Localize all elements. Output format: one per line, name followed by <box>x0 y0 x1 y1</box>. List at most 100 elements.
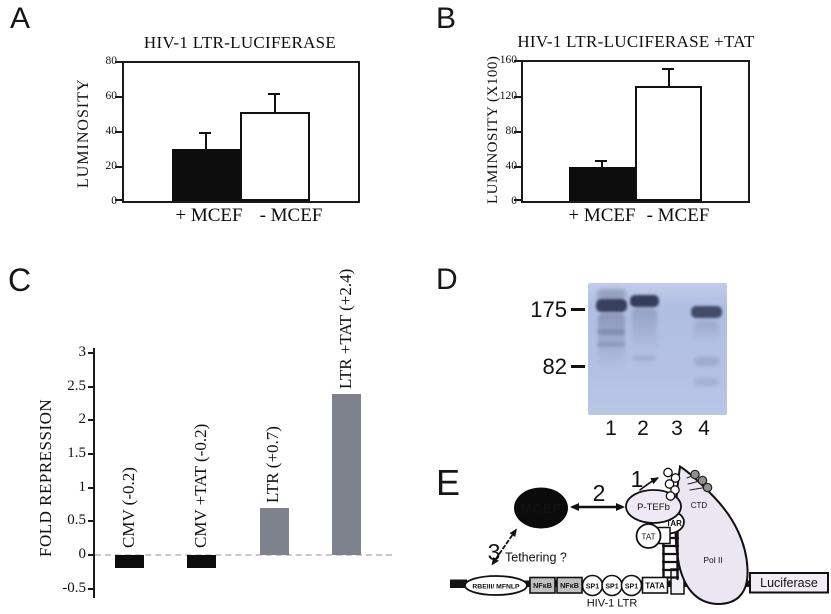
lane-number-2: 2 <box>637 417 649 440</box>
y-tick-label: 2 <box>78 411 87 427</box>
blot-streak <box>694 378 719 386</box>
arrowhead <box>491 556 499 566</box>
y-tick-label: 0 <box>111 195 117 207</box>
step-3-dashed-arrow <box>492 529 517 564</box>
pol-ii-label: Pol II <box>703 555 722 565</box>
error-bar <box>274 94 276 113</box>
tat-shape <box>635 523 662 549</box>
tick-mark <box>88 419 94 421</box>
arrowhead <box>570 503 579 511</box>
y-tick-label: 3 <box>78 344 87 360</box>
tick-mark <box>115 96 122 98</box>
sp1-element <box>620 574 643 597</box>
y-tick-label: 2.5 <box>67 378 86 394</box>
bar-ltr-tat <box>332 394 361 555</box>
sp1-label: SP1 <box>605 584 618 591</box>
pol-ii-shape <box>674 464 749 606</box>
tick-mark <box>115 61 122 63</box>
tick-mark <box>514 166 521 168</box>
ctd-label: CTD <box>691 501 708 510</box>
bar-cmv-tat <box>187 555 216 568</box>
nfkb-label: NFκB <box>560 581 579 590</box>
zero-dashed-line <box>95 554 392 556</box>
tick-mark <box>115 131 122 133</box>
blot-smear-lane2 <box>632 308 657 352</box>
error-bar-cap <box>199 132 211 134</box>
tick-mark <box>115 166 122 168</box>
y-tick-label: 0 <box>511 195 517 207</box>
blot-band-lane4 <box>691 306 722 318</box>
y-tick-label: 0.5 <box>67 512 86 528</box>
blot-smear-lane4 <box>694 321 719 341</box>
tick-mark <box>514 199 521 201</box>
panel-e-letter: E <box>436 462 461 503</box>
arrowhead <box>616 503 625 511</box>
y-tick-label: 160 <box>499 54 517 66</box>
bar-minus-mcef <box>635 86 702 201</box>
y-tick-label: 0 <box>78 546 87 562</box>
error-bar <box>601 161 603 168</box>
arrowhead <box>650 477 659 485</box>
bar-minus-mcef <box>240 112 310 201</box>
error-bar-cap <box>662 68 674 70</box>
y-tick-label: 1 <box>78 479 87 495</box>
lane-number-3: 3 <box>671 417 683 440</box>
step-3-label: 3 <box>488 539 501 565</box>
bar-label: LTR +TAT (+2.4) <box>336 268 355 389</box>
y-tick-label: 80 <box>105 55 118 67</box>
tethering-label: Tethering ? <box>505 551 567 565</box>
ptefb-label: P-TEFb <box>637 502 670 513</box>
western-blot-image <box>588 283 727 415</box>
nfkb-element <box>529 576 556 594</box>
x-category-label: - MCEF <box>259 205 323 226</box>
bar-plus-mcef <box>172 149 240 201</box>
y-tick-label: 40 <box>105 125 118 137</box>
error-bar <box>205 133 207 150</box>
error-bar-cap <box>595 160 607 162</box>
rbeiii-mfnlp-label: RBEIII/ MFNLP <box>472 584 520 591</box>
x-category-label: + MCEF <box>568 205 636 226</box>
blot-streak <box>632 355 656 361</box>
y-tick-label: 20 <box>105 160 118 172</box>
bar-ltr <box>260 508 289 555</box>
blot-smudge <box>597 289 626 300</box>
sp1-label: SP1 <box>586 584 599 591</box>
hiv1-ltr-label: HIV-1 LTR <box>587 598 638 610</box>
tick-mark <box>88 386 94 388</box>
sp1-label: SP1 <box>625 584 638 591</box>
mcef-shape <box>514 487 568 529</box>
step-1-label: 1 <box>631 466 644 492</box>
rbeiii-mfnlp-element <box>464 575 528 596</box>
tick-mark <box>88 520 94 522</box>
ctd-beads-unphosphorylated <box>663 467 681 501</box>
luciferase-label: Luciferase <box>760 576 818 590</box>
bar-label: CMV +TAT (-0.2) <box>191 423 210 548</box>
error-bar-cap <box>268 93 280 95</box>
bar-label: CMV (-0.2) <box>119 467 138 548</box>
blot-band-lane1 <box>596 299 627 312</box>
tick-mark <box>88 588 94 590</box>
tar-stem-ladder <box>661 528 680 581</box>
tick-mark <box>514 96 521 98</box>
nfkb-label: NFκB <box>533 581 552 590</box>
panel-a-title: HIV-1 LTR-LUCIFERASE <box>143 33 337 52</box>
y-tick-label: 1.5 <box>67 445 86 461</box>
mw-marker-82: 82 <box>542 354 567 379</box>
dna-line-end <box>450 579 467 588</box>
luciferase-box <box>749 572 829 594</box>
tick-mark <box>88 352 94 354</box>
tick-mark <box>88 554 94 556</box>
tata-element <box>641 576 669 594</box>
y-tick-label: 60 <box>105 90 118 102</box>
blot-smear-lane1 <box>598 313 625 369</box>
mw-marker-175: 175 <box>530 297 567 322</box>
bar-label: LTR (+0.7) <box>263 426 282 503</box>
arrowhead <box>509 528 517 538</box>
tick-mark <box>88 453 94 455</box>
blot-band-lane2 <box>630 295 659 307</box>
y-tick-label: -0.5 <box>62 580 86 596</box>
panel-b-title: HIV-1 LTR-LUCIFERASE +TAT <box>517 32 755 51</box>
x-category-label: + MCEF <box>175 205 243 226</box>
x-category-label: - MCEF <box>646 205 710 226</box>
marker-dash <box>571 365 585 368</box>
